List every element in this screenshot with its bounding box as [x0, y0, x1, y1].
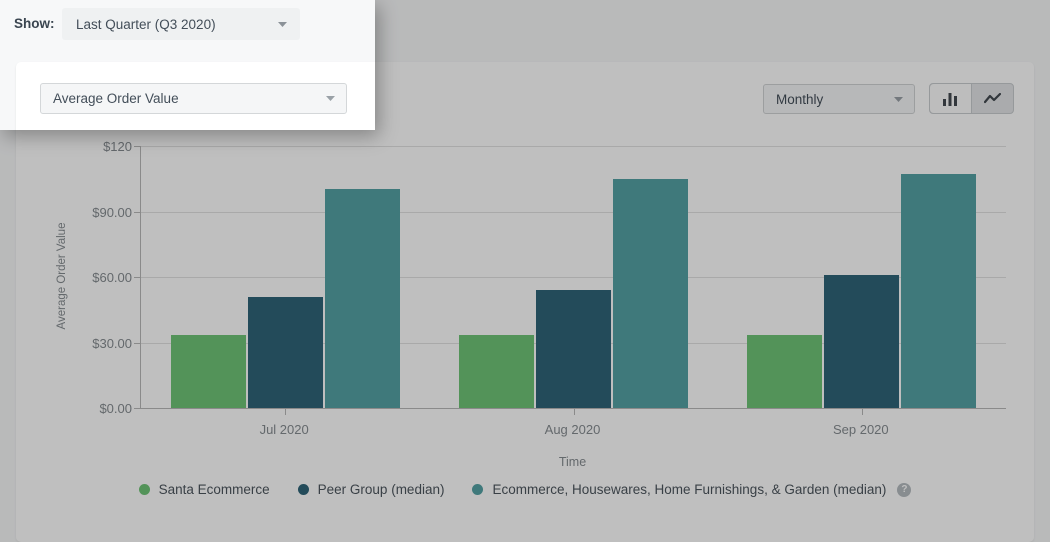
- bar-chart-toggle-button[interactable]: [930, 84, 972, 113]
- bar: [324, 188, 400, 408]
- x-tick: [573, 409, 575, 415]
- bar-group-aug-2020: [429, 146, 717, 408]
- benchmarks-page: Show: Last Quarter (Q3 2020) Average Ord…: [0, 0, 1050, 497]
- x-tick: [861, 409, 863, 415]
- top-bar: Show: Last Quarter (Q3 2020): [0, 0, 1050, 60]
- legend-item: Peer Group (median): [297, 482, 445, 497]
- y-tick: [134, 211, 141, 213]
- bar-groups: [141, 146, 1006, 408]
- legend-dot-icon: [138, 484, 150, 495]
- y-tick-label: $90.00: [92, 204, 132, 220]
- chevron-down-icon: [278, 21, 287, 27]
- interval-select[interactable]: Monthly: [763, 84, 915, 114]
- y-tick: [134, 342, 141, 344]
- y-tick: [134, 408, 141, 409]
- bar-group-jul-2020: [141, 146, 429, 408]
- show-label: Show:: [14, 16, 55, 31]
- legend-label: Ecommerce, Housewares, Home Furnishings,…: [492, 482, 887, 497]
- metric-select-value: Average Order Value: [53, 91, 179, 106]
- gridline: [141, 211, 1006, 213]
- plot-area: [134, 146, 1006, 415]
- legend-item: Santa Ecommerce: [138, 482, 270, 497]
- bar: [247, 296, 323, 408]
- x-tick: [285, 409, 287, 415]
- line-chart-icon: [983, 92, 1001, 103]
- y-tick-label: $120: [103, 139, 132, 154]
- bar: [458, 334, 534, 408]
- bar: [170, 334, 246, 408]
- chevron-down-icon: [326, 96, 335, 101]
- legend-dot-icon: [297, 484, 309, 495]
- legend-label: Peer Group (median): [317, 482, 445, 497]
- bar: [535, 290, 611, 408]
- show-period-select[interactable]: Last Quarter (Q3 2020): [62, 8, 300, 40]
- help-icon[interactable]: ?: [897, 482, 912, 497]
- bar-group-sep-2020: [718, 146, 1006, 408]
- x-tick-label: Jul 2020: [259, 422, 309, 437]
- metric-select[interactable]: Average Order Value: [40, 83, 347, 114]
- x-axis-title: Time: [558, 455, 587, 469]
- y-tick-label: $30.00: [92, 335, 132, 351]
- y-tick-label: $0.00: [99, 401, 132, 416]
- legend-dot-icon: [472, 484, 484, 495]
- chart-type-toggle: [929, 83, 1014, 114]
- legend-item: Ecommerce, Housewares, Home Furnishings,…: [472, 482, 912, 497]
- bar: [747, 334, 823, 408]
- chart-card: Average Order Value Monthly Average: [16, 62, 1034, 542]
- line-chart-toggle-button[interactable]: [972, 84, 1014, 113]
- y-tick: [134, 146, 141, 147]
- interval-select-value: Monthly: [776, 91, 824, 107]
- gridline: [141, 277, 1006, 278]
- bar: [901, 174, 977, 408]
- bar: [824, 274, 900, 408]
- chevron-down-icon: [894, 96, 903, 102]
- y-tick: [134, 277, 141, 278]
- x-tick-label: Sep 2020: [832, 422, 889, 437]
- y-tick-label: $60.00: [92, 270, 132, 285]
- x-tick-label: Aug 2020: [544, 422, 601, 437]
- bar: [612, 178, 688, 408]
- legend-label: Santa Ecommerce: [158, 482, 270, 497]
- chart-legend: Santa Ecommerce Peer Group (median) Ecomme…: [40, 482, 1010, 497]
- bar-chart-icon: [943, 93, 958, 106]
- gridline: [141, 146, 1006, 147]
- show-period-value: Last Quarter (Q3 2020): [76, 16, 216, 32]
